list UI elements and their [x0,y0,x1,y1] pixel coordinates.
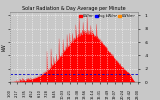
Title: Solar Radiation & Day Average per Minute: Solar Radiation & Day Average per Minute [22,6,125,11]
Y-axis label: kW: kW [1,43,6,51]
Legend: kW/m², Avg kW/m², kWh/m²: kW/m², Avg kW/m², kWh/m² [79,14,136,18]
